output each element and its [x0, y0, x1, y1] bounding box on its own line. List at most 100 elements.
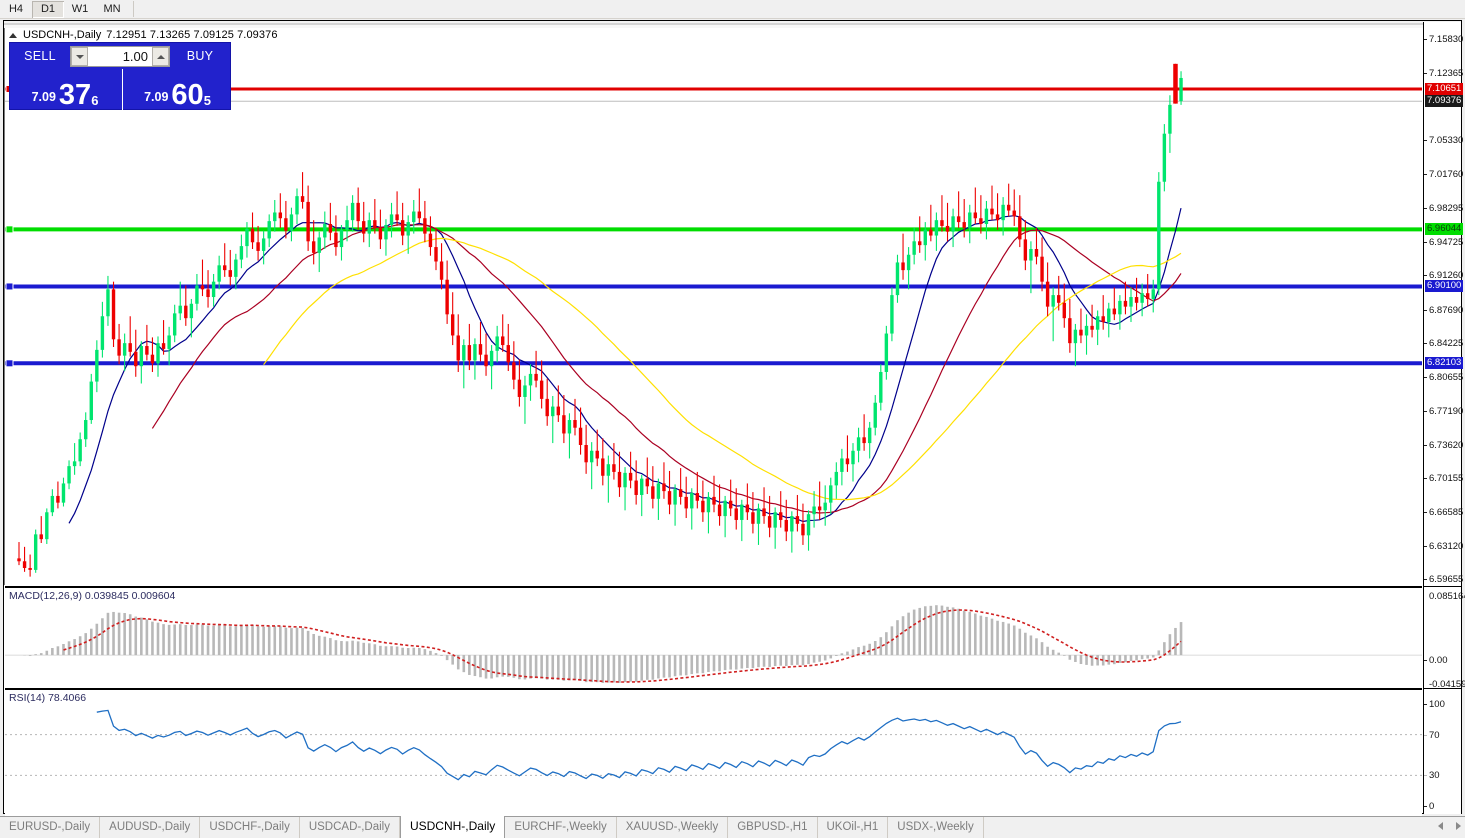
chart-tab[interactable]: USDCAD-,Daily	[300, 817, 400, 838]
buy-price-main: 60	[171, 79, 204, 110]
chart-tab-active[interactable]: USDCNH-,Daily	[399, 816, 506, 838]
candle-body	[906, 254, 911, 271]
candle-body	[156, 343, 160, 364]
chart-tab[interactable]: XAUUSD-,Weekly	[617, 817, 729, 838]
chart-tab[interactable]: USDX-,Weekly	[888, 817, 984, 838]
candle-body	[412, 211, 416, 223]
triangle-up-icon[interactable]	[9, 32, 17, 38]
sell-button[interactable]: SELL	[24, 49, 56, 63]
chart-tab[interactable]: UKOil-,H1	[818, 817, 889, 838]
candle-body	[1095, 316, 1100, 330]
candle-body	[1001, 204, 1005, 221]
candle-body	[317, 237, 321, 253]
period-button-mn[interactable]: MN	[103, 2, 121, 15]
chart-canvas-window: MACD(12,26,9) 0.039845 0.009604 RSI(14) …	[3, 20, 1465, 834]
candle-body	[584, 445, 588, 463]
candle-body	[740, 504, 744, 520]
price-badge-green: 6.96044	[1425, 223, 1464, 236]
period-button-w1[interactable]: W1	[71, 2, 89, 15]
candle-body	[940, 220, 944, 226]
candle-body	[1101, 316, 1105, 323]
price-tick: 7.12365	[1424, 68, 1463, 79]
candle-body	[306, 201, 310, 242]
tick-dash	[1424, 207, 1427, 209]
chart-tab[interactable]: USDCHF-,Daily	[200, 817, 300, 838]
candle-body	[990, 208, 994, 215]
candle-body	[167, 335, 171, 349]
candle-body	[95, 349, 99, 382]
candle-body	[1107, 308, 1111, 323]
candle-body	[261, 238, 266, 251]
chart-tab[interactable]: EURUSD-,Daily	[0, 817, 101, 838]
rsi-plot-area[interactable]: RSI(14) 78.4066	[5, 689, 1422, 816]
panel-divider-macd	[5, 586, 1422, 587]
chart-tab[interactable]: GBPUSD-,H1	[728, 817, 818, 838]
tick-dash	[1424, 377, 1427, 379]
candle-body	[829, 485, 833, 503]
sell-price-display[interactable]: 7.09 37 6	[10, 69, 120, 110]
candle-body	[645, 478, 649, 487]
candle-body	[50, 495, 55, 513]
buy-button[interactable]: BUY	[186, 49, 214, 63]
period-button-d1[interactable]: D1	[32, 0, 64, 18]
candle-body	[256, 242, 260, 251]
candle-body	[779, 512, 783, 520]
candle-body	[573, 420, 577, 428]
candle-body	[239, 246, 244, 260]
chart-inner: MACD(12,26,9) 0.039845 0.009604 RSI(14) …	[4, 21, 1465, 834]
candle-body	[684, 496, 688, 509]
candle-body	[406, 222, 410, 236]
chart-tab[interactable]: AUDUSD-,Daily	[100, 817, 201, 838]
chevron-up-icon[interactable]	[152, 47, 169, 66]
rsi-tick: 30	[1424, 770, 1462, 781]
candle-body	[273, 212, 277, 222]
price-scale[interactable]: 7.15830 7.12365 7.05330 7.01760 6.98295 6.947…	[1423, 22, 1465, 814]
price-plot-area[interactable]	[5, 28, 1422, 585]
tick-label: 30	[1429, 770, 1440, 782]
candle-body	[539, 380, 544, 399]
volume-input[interactable]: 1.00	[122, 49, 148, 64]
price-tick: 6.84225	[1424, 338, 1463, 349]
chart-tab[interactable]: EURCHF-,Weekly	[505, 817, 617, 838]
macd-plot-area[interactable]: MACD(12,26,9) 0.039845 0.009604	[5, 587, 1422, 688]
tick-dash	[1424, 242, 1427, 244]
price-badge-blue: 6.90100	[1425, 280, 1464, 293]
price-scale-main: 7.15830 7.12365 7.05330 7.01760 6.98295 6.947…	[1424, 28, 1464, 586]
buy-price-prefix: 7.09	[144, 90, 169, 104]
chevron-down-icon[interactable]	[71, 47, 88, 66]
tick-dash	[1424, 309, 1427, 311]
candle-body	[228, 270, 232, 277]
chart-top-scroll-strip[interactable]	[4, 21, 1461, 28]
candle-body	[473, 344, 477, 361]
candle-body	[172, 313, 177, 336]
tick-dash	[1424, 72, 1427, 74]
tick-label: 100	[1429, 699, 1445, 710]
candle-body	[339, 229, 344, 248]
candle-body	[1129, 297, 1133, 307]
buy-price-display[interactable]: 7.09 60 5	[122, 69, 232, 110]
candle-body	[562, 415, 566, 434]
candle-body	[617, 471, 622, 488]
candle-body	[289, 214, 294, 231]
candle-body	[78, 439, 82, 462]
tick-dash	[1424, 275, 1427, 277]
candle-body	[951, 216, 955, 232]
candle-body	[400, 220, 405, 236]
candle-body	[717, 504, 722, 517]
tick-label: 0	[1429, 801, 1435, 812]
candle-body	[1006, 204, 1011, 211]
volume-stepper[interactable]: 1.00	[70, 46, 170, 67]
window-left-gutter	[0, 20, 3, 814]
arrow-right-icon[interactable]	[1456, 822, 1461, 830]
candle-body	[189, 303, 194, 319]
candle-body	[1073, 329, 1078, 344]
candle-body	[834, 471, 839, 486]
arrow-left-icon[interactable]	[1438, 822, 1443, 830]
candle-body	[384, 224, 388, 240]
candle-body	[756, 508, 761, 524]
candle-body	[128, 343, 132, 352]
level-line-handle-2	[5, 225, 14, 234]
period-button-h4[interactable]: H4	[8, 2, 24, 15]
panel-divider-rsi	[5, 688, 1422, 689]
candle-body	[856, 437, 861, 451]
